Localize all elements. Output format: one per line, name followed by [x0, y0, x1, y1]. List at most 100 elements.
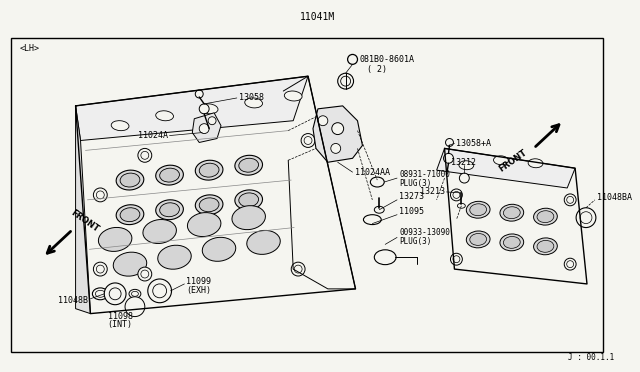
- Circle shape: [141, 151, 148, 159]
- Circle shape: [291, 262, 305, 276]
- Circle shape: [97, 191, 104, 199]
- Ellipse shape: [131, 291, 138, 296]
- Text: PLUG(3): PLUG(3): [399, 179, 431, 187]
- Ellipse shape: [92, 288, 108, 300]
- Text: 13058: 13058: [239, 93, 264, 102]
- Ellipse shape: [458, 203, 465, 208]
- Ellipse shape: [159, 203, 179, 217]
- Ellipse shape: [202, 237, 236, 261]
- Ellipse shape: [244, 98, 262, 108]
- Ellipse shape: [284, 91, 302, 101]
- Circle shape: [318, 116, 328, 126]
- Text: 11048B: 11048B: [58, 296, 88, 305]
- Circle shape: [93, 188, 108, 202]
- Circle shape: [138, 267, 152, 281]
- Circle shape: [304, 137, 312, 144]
- Ellipse shape: [199, 163, 219, 177]
- Ellipse shape: [247, 230, 280, 254]
- Text: PLUG(3): PLUG(3): [399, 237, 431, 246]
- Circle shape: [93, 262, 108, 276]
- Text: <LH>: <LH>: [19, 44, 39, 52]
- Ellipse shape: [504, 237, 520, 248]
- Ellipse shape: [537, 211, 554, 222]
- Ellipse shape: [500, 204, 524, 221]
- Circle shape: [294, 265, 302, 273]
- Ellipse shape: [200, 104, 218, 114]
- Polygon shape: [192, 113, 221, 142]
- Text: (INT): (INT): [108, 320, 132, 329]
- Ellipse shape: [232, 206, 266, 230]
- Circle shape: [332, 123, 344, 135]
- Text: FRONT: FRONT: [497, 148, 529, 174]
- Ellipse shape: [470, 234, 486, 246]
- Text: 11048BA: 11048BA: [597, 193, 632, 202]
- Circle shape: [453, 192, 460, 198]
- Ellipse shape: [188, 212, 221, 237]
- Text: 08931-71000: 08931-71000: [399, 170, 450, 179]
- Ellipse shape: [143, 219, 177, 244]
- Text: 00933-13090: 00933-13090: [399, 228, 450, 237]
- Ellipse shape: [156, 165, 184, 185]
- Ellipse shape: [467, 201, 490, 218]
- Ellipse shape: [199, 198, 219, 212]
- Ellipse shape: [120, 208, 140, 222]
- Circle shape: [338, 73, 353, 89]
- Ellipse shape: [195, 160, 223, 180]
- Ellipse shape: [156, 111, 173, 121]
- Circle shape: [564, 258, 576, 270]
- Text: 11024A: 11024A: [138, 131, 168, 140]
- Circle shape: [148, 279, 172, 303]
- Text: 11041M: 11041M: [300, 12, 335, 22]
- Circle shape: [460, 173, 469, 183]
- Text: 13273: 13273: [399, 192, 424, 201]
- Ellipse shape: [235, 190, 262, 210]
- Ellipse shape: [534, 208, 557, 225]
- Circle shape: [104, 283, 126, 305]
- Circle shape: [564, 194, 576, 206]
- Text: J : 00.1.1: J : 00.1.1: [568, 353, 614, 362]
- Ellipse shape: [459, 161, 474, 170]
- Text: 081B0-8601A: 081B0-8601A: [360, 55, 415, 64]
- Ellipse shape: [239, 158, 259, 172]
- Ellipse shape: [534, 238, 557, 255]
- Ellipse shape: [235, 155, 262, 175]
- Ellipse shape: [195, 195, 223, 215]
- Ellipse shape: [113, 252, 147, 276]
- Ellipse shape: [156, 200, 184, 220]
- Circle shape: [451, 253, 462, 265]
- Ellipse shape: [159, 168, 179, 182]
- Ellipse shape: [111, 121, 129, 131]
- Text: 11024AA: 11024AA: [355, 168, 390, 177]
- Circle shape: [348, 54, 358, 64]
- Text: 13212: 13212: [451, 158, 476, 167]
- Text: 11095: 11095: [399, 207, 424, 216]
- Circle shape: [566, 261, 573, 267]
- Ellipse shape: [116, 170, 144, 190]
- Text: 11098: 11098: [108, 312, 132, 321]
- Polygon shape: [436, 148, 575, 188]
- Ellipse shape: [99, 227, 132, 251]
- Circle shape: [451, 189, 462, 201]
- Ellipse shape: [129, 289, 141, 298]
- Ellipse shape: [374, 250, 396, 264]
- Circle shape: [580, 212, 592, 224]
- Circle shape: [208, 117, 216, 125]
- Circle shape: [576, 208, 596, 228]
- Text: 13213: 13213: [420, 187, 445, 196]
- Ellipse shape: [493, 156, 508, 165]
- Ellipse shape: [500, 234, 524, 251]
- Ellipse shape: [470, 204, 486, 216]
- Circle shape: [195, 90, 203, 98]
- Ellipse shape: [371, 177, 384, 187]
- Circle shape: [141, 270, 148, 278]
- Circle shape: [138, 148, 152, 162]
- Ellipse shape: [239, 193, 259, 207]
- Text: 13058+A: 13058+A: [456, 139, 492, 148]
- Polygon shape: [76, 76, 308, 141]
- Ellipse shape: [120, 173, 140, 187]
- Circle shape: [331, 144, 340, 153]
- Ellipse shape: [374, 206, 384, 213]
- Ellipse shape: [158, 245, 191, 269]
- Circle shape: [125, 297, 145, 317]
- Ellipse shape: [537, 240, 554, 252]
